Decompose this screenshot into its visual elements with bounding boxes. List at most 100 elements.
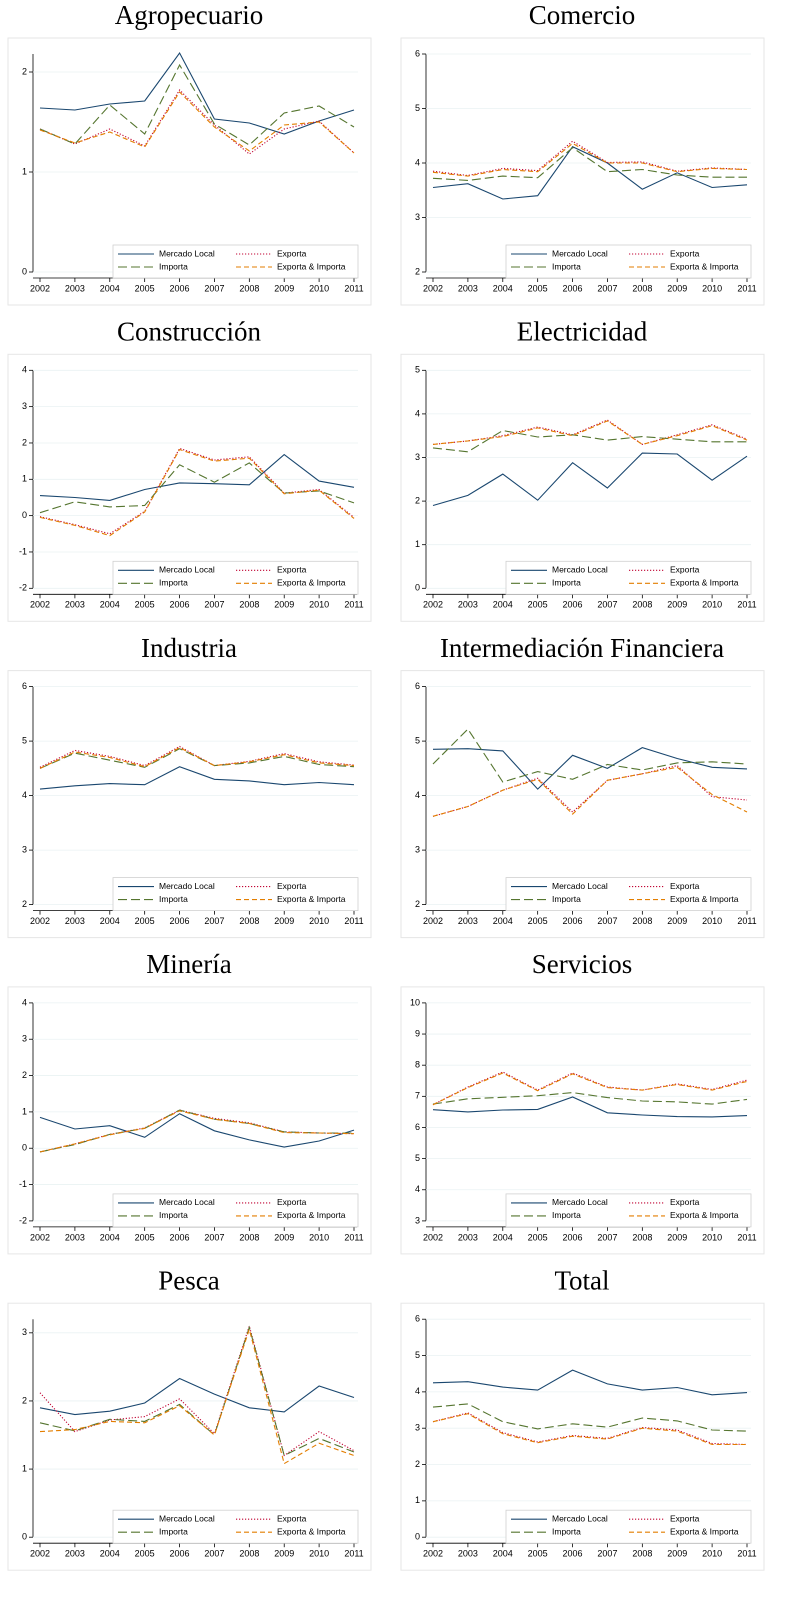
legend-label: Exporta [670,248,700,258]
y-tick-label: 9 [415,1028,420,1038]
x-tick-label: 2007 [204,1549,224,1559]
x-tick-label: 2008 [632,916,652,926]
x-tick-label: 2010 [309,600,329,610]
series-line [432,764,748,817]
y-tick-label: 1 [415,1495,420,1505]
series-line [39,1110,355,1153]
x-tick-label: 2010 [702,283,722,293]
y-tick-label: 5 [22,735,27,745]
x-tick-label: 2010 [702,1549,722,1559]
y-tick-label: -2 [19,583,27,593]
legend-label: Importa [552,1210,581,1220]
x-tick-label: 2006 [563,600,583,610]
x-tick-label: 2007 [204,916,224,926]
x-tick-label: 2004 [493,1232,513,1242]
legend-label: Exporta [277,1513,307,1523]
x-tick-label: 2010 [309,1549,329,1559]
legend-label: Exporta [670,565,700,575]
x-tick-label: 2005 [528,283,548,293]
legend-label: Mercado Local [159,565,215,575]
legend-label: Exporta & Importa [670,894,739,904]
x-tick-label: 2006 [170,283,190,293]
series-line [39,63,355,146]
x-tick-label: 2006 [563,283,583,293]
x-tick-label: 2009 [667,1232,687,1242]
x-tick-label: 2004 [100,1549,120,1559]
legend-label: Exporta [277,881,307,891]
x-tick-label: 2005 [135,1549,155,1559]
series-line [432,142,748,177]
x-tick-label: 2005 [528,600,548,610]
legend-label: Importa [552,1526,581,1536]
series-line [39,766,355,790]
y-tick-label: 5 [415,735,420,745]
series-line [432,147,747,181]
x-tick-label: 2004 [493,600,513,610]
x-tick-label: 2009 [274,283,294,293]
x-tick-label: 2002 [423,1549,443,1559]
x-tick-label: 2004 [493,283,513,293]
panel-frame [7,670,372,939]
x-tick-label: 2009 [274,916,294,926]
series-line [39,1327,355,1465]
chart-title: Construcción [117,317,261,347]
x-tick-label: 2006 [170,1232,190,1242]
x-tick-label: 2007 [204,283,224,293]
series-line [432,452,748,507]
y-tick-label: 1 [415,539,420,549]
x-tick-label: 2004 [100,1232,120,1242]
x-tick-label: 2002 [423,283,443,293]
series-line [432,1092,748,1105]
x-tick-label: 2003 [458,283,478,293]
legend-label: Importa [552,894,581,904]
y-tick-label: 0 [415,583,420,593]
y-tick-label: 4 [22,365,27,375]
x-tick-label: 2003 [65,1232,85,1242]
y-tick-label: 8 [415,1060,420,1070]
x-tick-label: 2009 [667,600,687,610]
legend-box [112,560,359,595]
x-tick-label: 2008 [632,600,652,610]
y-tick-label: 0 [22,266,27,276]
y-tick-label: 4 [22,790,27,800]
x-tick-label: 2003 [65,916,85,926]
chart-title: Total [554,1265,609,1295]
y-tick-label: 5 [415,1350,420,1360]
chart-title: Agropecuario [115,0,263,30]
legend-label: Exporta [670,881,700,891]
x-tick-label: 2011 [737,1549,756,1559]
y-tick-label: 2 [415,266,420,276]
y-tick-label: 2 [22,899,27,909]
x-tick-label: 2008 [632,283,652,293]
y-tick-label: 0 [22,510,27,520]
x-tick-label: 2010 [309,283,329,293]
legend-label: Exporta & Importa [670,1526,739,1536]
x-tick-label: 2009 [274,1549,294,1559]
y-tick-label: 3 [415,1423,420,1433]
series-line [39,1377,355,1416]
chart-title: Minería [146,949,231,979]
y-tick-label: 5 [415,1153,420,1163]
y-tick-label: 5 [415,365,420,375]
x-tick-label: 2004 [100,283,120,293]
legend-box [112,244,359,279]
y-tick-label: 4 [22,997,27,1007]
x-tick-label: 2006 [170,916,190,926]
x-tick-label: 2002 [30,1549,50,1559]
y-tick-label: 0 [22,1532,27,1542]
x-tick-label: 2005 [528,1549,548,1559]
x-tick-label: 2003 [65,1549,85,1559]
series-line [39,447,355,535]
x-tick-label: 2005 [528,916,548,926]
x-tick-label: 2011 [344,1549,363,1559]
y-tick-label: 4 [415,157,420,167]
x-tick-label: 2002 [30,283,50,293]
legend-box [505,1193,752,1228]
x-tick-label: 2004 [493,916,513,926]
series-line [432,1412,748,1446]
legend-label: Mercado Local [552,1513,608,1523]
y-tick-label: -1 [19,546,27,556]
x-tick-label: 2008 [632,1549,652,1559]
x-tick-label: 2011 [344,916,363,926]
